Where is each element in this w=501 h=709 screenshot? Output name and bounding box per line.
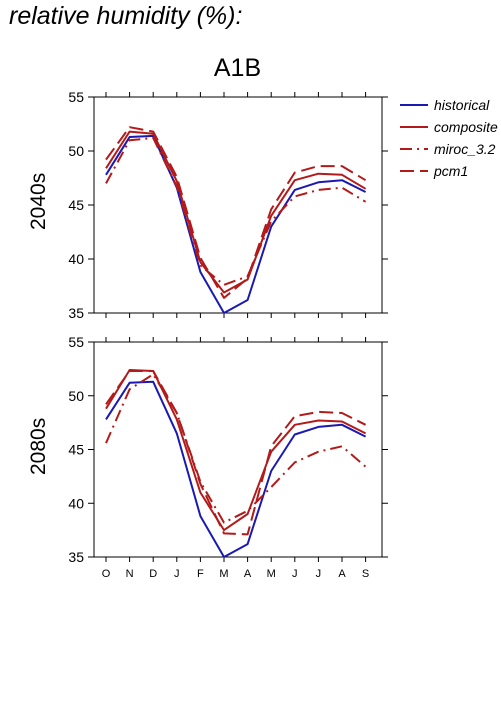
y-tick-label: 35	[68, 549, 84, 565]
series-line-historical	[105, 380, 367, 558]
x-tick-label: A	[338, 568, 346, 580]
y-tick-label: 55	[68, 334, 84, 350]
y-tick-label: 40	[68, 495, 84, 511]
x-tick-label: A	[244, 568, 252, 580]
scenario-title: A1B	[213, 54, 262, 82]
series-line-miroc-3-2	[105, 373, 367, 524]
x-tick-label: S	[362, 568, 369, 580]
y-tick-label: 40	[68, 251, 84, 267]
legend-label: historical	[434, 97, 490, 113]
figure-heading: relative humidity (%):	[9, 2, 243, 30]
y-tick-label: 45	[68, 442, 84, 458]
x-tick-label: J	[292, 568, 298, 580]
legend-label: miroc_3.2	[434, 141, 496, 157]
y-tick-label: 50	[68, 388, 84, 404]
plot-frame-1	[93, 341, 383, 558]
series-line-pcm1	[105, 370, 367, 536]
legend-label: composite	[434, 119, 498, 135]
y-tick-label: 55	[68, 89, 84, 105]
x-tick-label: M	[267, 568, 276, 580]
y-tick-label: 35	[68, 305, 84, 321]
series-line-miroc-3-2	[105, 137, 367, 286]
y-tick-label: 50	[68, 143, 84, 159]
x-tick-label: M	[219, 568, 228, 580]
series-line-historical	[105, 134, 367, 314]
legend-label: pcm1	[433, 163, 468, 179]
x-tick-label: N	[126, 568, 134, 580]
x-tick-label: D	[149, 568, 157, 580]
x-tick-label: F	[197, 568, 204, 580]
series-line-composite	[105, 130, 367, 294]
x-tick-label: J	[174, 568, 180, 580]
series-line-pcm1	[105, 126, 367, 299]
x-tick-label: O	[102, 568, 111, 580]
series-line-composite	[105, 369, 367, 532]
y-tick-label: 45	[68, 197, 84, 213]
x-tick-label: J	[316, 568, 322, 580]
